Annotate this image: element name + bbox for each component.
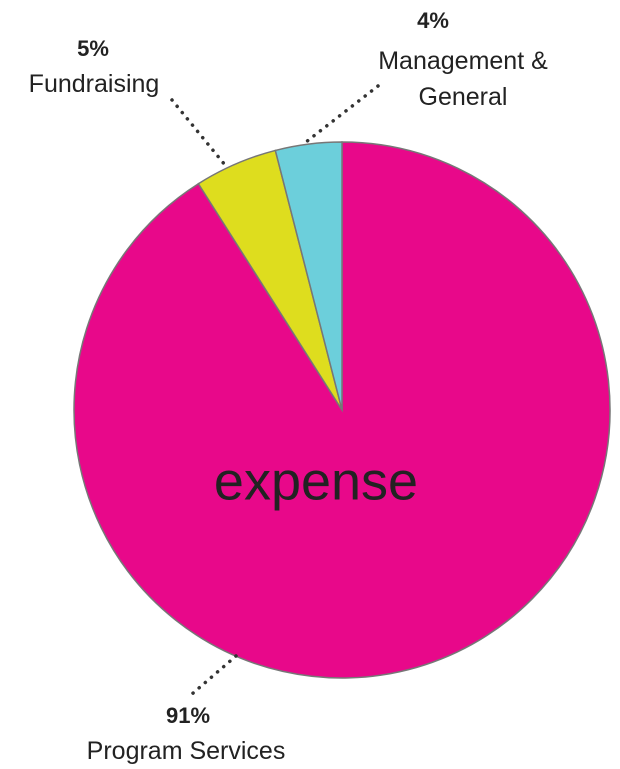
category-label: Management & General [378, 47, 548, 112]
center-label: expense [214, 451, 418, 511]
leader-lines [170, 84, 380, 696]
value-label: 91% [165, 703, 211, 728]
leader-line [170, 98, 227, 167]
slices [73, 141, 611, 679]
leader-line [304, 84, 380, 144]
value-label: 4% [417, 8, 449, 33]
value-label: 5% [77, 36, 109, 61]
category-label: Program Services [86, 737, 286, 765]
category-label: Fundraising [28, 70, 160, 98]
pie-slice [274, 141, 343, 411]
leader-line [190, 654, 238, 696]
